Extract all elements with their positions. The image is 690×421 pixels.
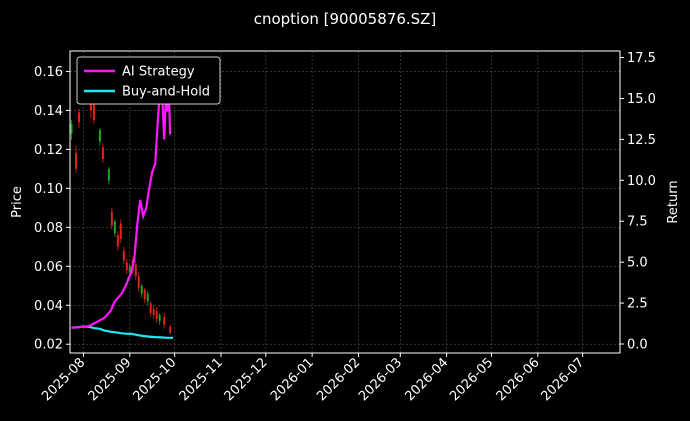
candle-body — [140, 285, 143, 294]
right-tick-label: 10.0 — [627, 174, 656, 189]
chart-title: cnoption [90005876.SZ] — [254, 10, 437, 28]
candlestick-series — [70, 88, 172, 335]
candle-body — [134, 264, 137, 277]
candle-body — [107, 168, 110, 181]
left-tick-label: 0.08 — [34, 221, 63, 236]
right-tick-label: 2.5 — [627, 297, 648, 312]
left-axis-label: Price — [10, 186, 25, 218]
candle-body — [152, 309, 155, 316]
right-axis-label: Return — [666, 180, 681, 223]
legend-ai-strategy-label: AI Strategy — [122, 65, 195, 80]
candle-body — [74, 153, 77, 169]
left-tick-label: 0.14 — [34, 104, 63, 119]
right-axis: 0.0 2.5 5.0 7.5 10.0 12.5 15.0 17.5 — [620, 51, 656, 352]
candle-body — [122, 250, 125, 261]
left-axis: 0.02 0.04 0.06 0.08 0.10 0.12 0.14 0.16 — [34, 65, 70, 353]
left-tick-label: 0.12 — [34, 143, 63, 158]
right-tick-label: 5.0 — [627, 256, 648, 271]
candle-body — [137, 276, 140, 288]
right-tick-label: 0.0 — [627, 337, 648, 352]
legend-buy-and-hold-label: Buy-and-Hold — [122, 85, 210, 100]
candle-body — [77, 112, 80, 123]
left-tick-label: 0.10 — [34, 182, 63, 197]
candle-body — [163, 316, 166, 325]
candle-body — [169, 326, 172, 333]
candle-body — [158, 315, 161, 321]
candle-body — [143, 289, 146, 300]
candle-body — [149, 303, 152, 314]
candle-body — [110, 211, 113, 226]
left-tick-label: 0.02 — [34, 338, 63, 353]
candle-body — [119, 223, 122, 240]
left-tick-label: 0.16 — [34, 65, 63, 80]
left-tick-label: 0.04 — [34, 299, 63, 314]
candle-body — [155, 311, 158, 319]
left-tick-label: 0.06 — [34, 260, 63, 275]
candle-body — [101, 147, 104, 160]
right-tick-label: 17.5 — [627, 51, 656, 66]
ai-strategy-line — [71, 73, 172, 329]
candle-body — [146, 293, 149, 302]
candle-body — [113, 221, 116, 234]
plot-frame — [69, 50, 621, 354]
candle-body — [116, 235, 119, 247]
candle-body — [98, 129, 101, 142]
right-tick-label: 7.5 — [627, 215, 648, 230]
candle-body — [128, 266, 131, 273]
right-tick-label: 15.0 — [627, 92, 656, 107]
right-tick-label: 12.5 — [627, 133, 656, 148]
candle-body — [125, 262, 128, 271]
candle-body — [92, 104, 95, 121]
candle-body — [70, 124, 73, 134]
legend: AI Strategy Buy-and-Hold — [76, 56, 221, 105]
